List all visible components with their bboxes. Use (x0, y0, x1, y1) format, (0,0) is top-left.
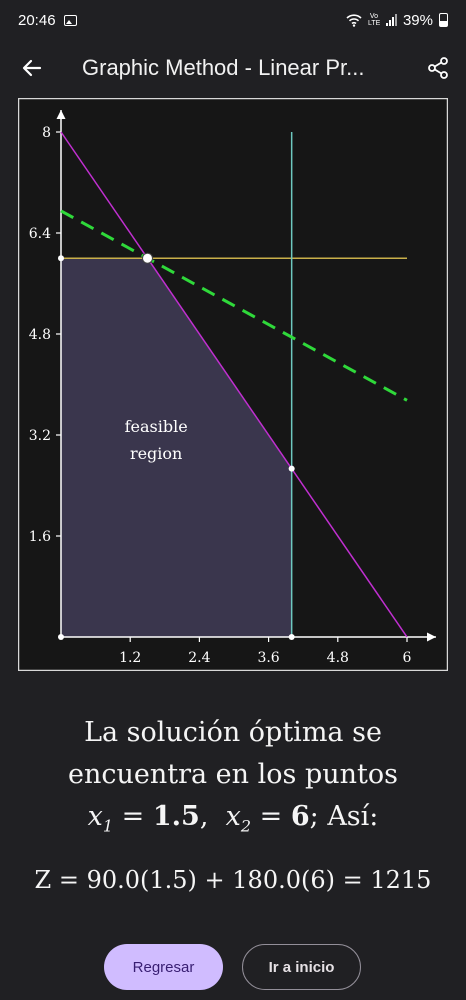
objective-formula: Z = 90.0(1.5) + 180.0(6) = 1215 (34, 866, 432, 895)
y-tick-label: 1.6 (29, 529, 51, 545)
status-right: Vo LTE 39% (346, 12, 448, 29)
status-left: 20:46 (18, 12, 77, 29)
result-text: La solución óptima se encuentra en los p… (0, 712, 466, 901)
x2-value: 6 (290, 801, 310, 832)
page-title: Graphic Method - Linear Pr... (82, 55, 365, 80)
vertex-point (58, 255, 64, 262)
vertex-point (288, 634, 295, 640)
vertex-point (58, 634, 64, 640)
chart-container: 1.2 2.4 3.6 4.8 6 1.6 3.2 4.8 6.4 8 feasible region (18, 98, 448, 671)
share-button[interactable] (410, 40, 466, 96)
battery-icon (439, 13, 448, 27)
wifi-icon (346, 13, 362, 27)
y-tick-label: 8 (42, 125, 51, 141)
feasible-region-label: region (130, 444, 182, 463)
x1-value: 1.5 (152, 801, 200, 832)
y-axis-arrow (56, 110, 66, 119)
feasible-region (61, 258, 292, 637)
app-bar: Graphic Method - Linear Pr... (0, 40, 466, 96)
result-solution-line: x1 = 1.5, x2 = 6; Así: (87, 801, 379, 836)
back-arrow-icon (22, 59, 42, 77)
feasible-region-label: feasible (125, 417, 188, 436)
optimum-point (142, 252, 153, 264)
y-tick-label: 3.2 (29, 428, 51, 444)
share-icon (428, 57, 448, 79)
y-tick-label: 4.8 (29, 327, 51, 343)
result-line-2: encuentra en los puntos (68, 759, 398, 790)
x-tick-label: 1.2 (119, 650, 141, 666)
graphic-method-chart: 1.2 2.4 3.6 4.8 6 1.6 3.2 4.8 6.4 8 feasible region (18, 98, 448, 671)
battery-percent: 39% (402, 11, 433, 29)
result-line-1: La solución óptima se (84, 717, 382, 748)
y-tick-label: 6.4 (29, 226, 51, 242)
vertex-point (288, 465, 295, 472)
x-tick-label: 6 (403, 650, 412, 666)
constraint-line (60, 131, 408, 638)
x-tick-label: 3.6 (257, 650, 279, 666)
back-arrow-button[interactable] (0, 40, 64, 96)
regresar-button[interactable]: Regresar (104, 944, 223, 990)
image-notification-icon (63, 14, 77, 26)
result-tail: Así: (327, 801, 379, 832)
objective-line (60, 209, 408, 402)
x-tick-label: 4.8 (327, 650, 349, 666)
volte-label: Vo LTE (367, 13, 381, 27)
signal-icon (385, 14, 397, 26)
status-time: 20:46 (18, 11, 56, 29)
ir-a-inicio-button[interactable]: Ir a inicio (242, 944, 361, 990)
x-axis-arrow (427, 632, 436, 642)
x-tick-label: 2.4 (188, 650, 210, 666)
status-bar: 20:46 Vo LTE 39% (0, 0, 466, 40)
